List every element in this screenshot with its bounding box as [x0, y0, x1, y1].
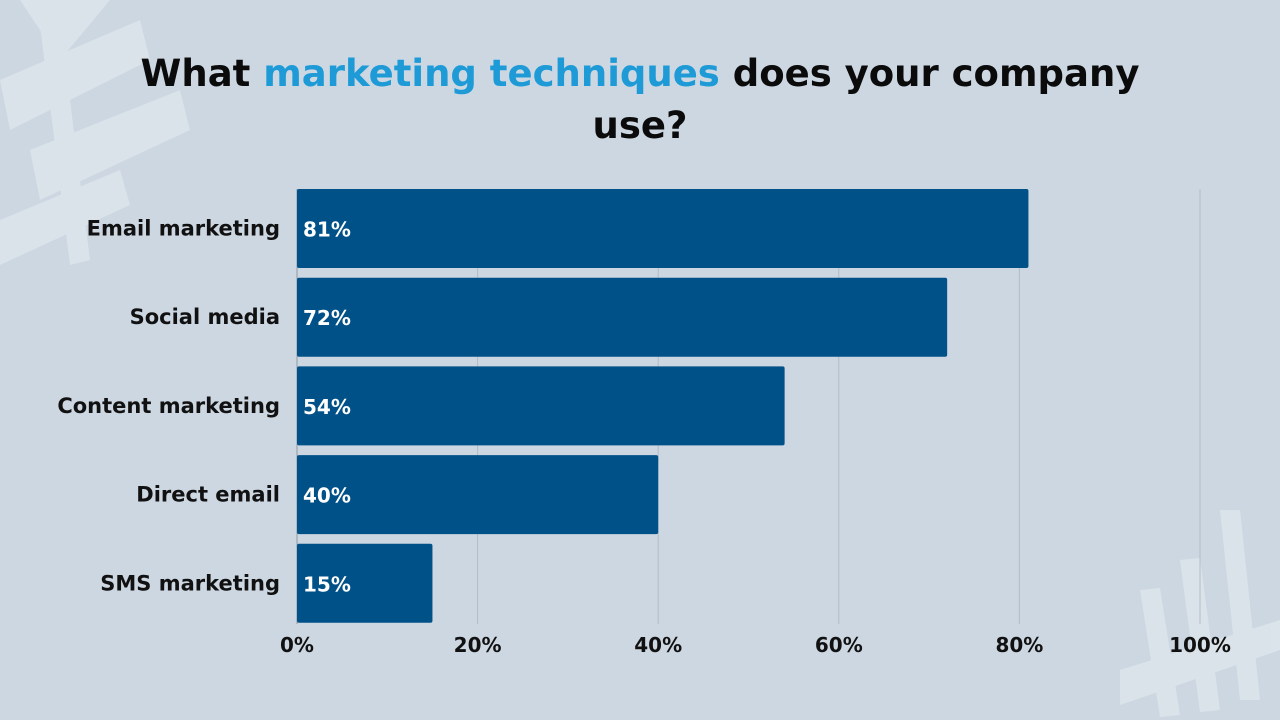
- chart-title-prefix: What: [140, 52, 264, 95]
- data-label-0: 81%: [303, 218, 351, 242]
- data-label-2: 54%: [303, 395, 351, 419]
- bars: [297, 189, 1029, 623]
- data-label-4: 15%: [303, 572, 351, 596]
- category-label-4: SMS marketing: [100, 571, 280, 595]
- x-tick-label-1: 20%: [454, 633, 502, 657]
- bar-4: [297, 543, 433, 623]
- data-label-3: 40%: [303, 484, 351, 508]
- bar-1: [297, 277, 948, 357]
- x-tick-label-4: 80%: [995, 633, 1043, 657]
- category-label-2: Content marketing: [57, 394, 280, 418]
- x-tick-label-5: 100%: [1169, 633, 1231, 657]
- x-axis-tick-labels: 0% 20% 40% 60% 80% 100%: [280, 633, 1231, 657]
- category-label-0: Email marketing: [87, 217, 280, 241]
- category-label-3: Direct email: [136, 483, 280, 507]
- chart-title-highlight: marketing techniques: [263, 52, 720, 95]
- x-tick-label-3: 60%: [815, 633, 863, 657]
- x-tick-label-2: 40%: [634, 633, 682, 657]
- bar-3: [297, 455, 659, 535]
- data-labels: 81% 72% 54% 40% 15%: [303, 218, 351, 597]
- category-labels: Email marketing Social media Content marke…: [57, 217, 280, 596]
- category-label-1: Social media: [130, 305, 280, 329]
- bar-0: [297, 189, 1029, 268]
- chart-title: What marketing techniques does your comp…: [140, 48, 1140, 152]
- x-tick-label-0: 0%: [280, 633, 314, 657]
- data-label-1: 72%: [303, 306, 351, 330]
- chart-title-suffix: does your company use?: [592, 52, 1140, 147]
- bar-2: [297, 366, 785, 446]
